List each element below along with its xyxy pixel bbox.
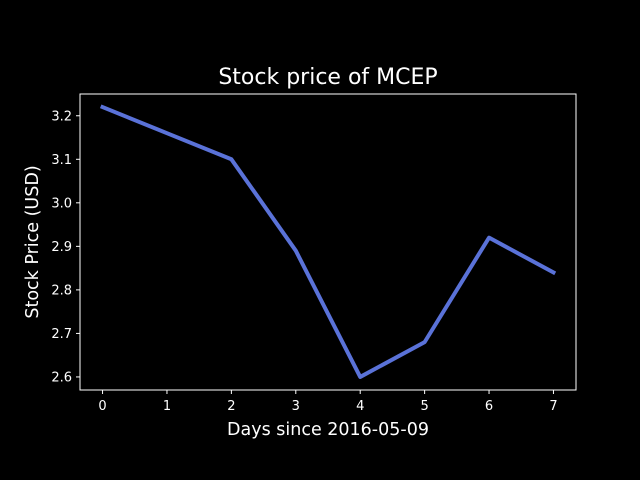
chart-title: Stock price of MCEP [218,65,437,90]
y-tick-label: 3.1 [51,153,72,168]
y-tick-label: 2.8 [51,283,72,298]
x-tick-label: 7 [549,399,557,414]
x-tick-label: 4 [356,399,364,414]
x-axis-label: Days since 2016-05-09 [227,420,429,440]
y-axis-label: Stock Price (USD) [23,165,43,318]
y-tick-label: 2.7 [51,327,72,342]
x-tick-label: 0 [98,399,106,414]
y-axis-ticks: 2.6 2.7 2.8 2.9 3.0 3.1 3.2 [51,109,80,385]
x-tick-label: 6 [485,399,493,414]
price-line [99,104,557,379]
x-tick-label: 2 [227,399,235,414]
series-group [99,104,557,379]
y-tick-label: 3.2 [51,109,72,124]
x-tick-label: 5 [420,399,428,414]
x-tick-label: 3 [292,399,300,414]
y-tick-label: 2.9 [51,240,72,255]
y-tick-label: 2.6 [51,370,72,385]
x-tick-label: 1 [163,399,171,414]
x-axis-ticks: 0 1 2 3 4 5 6 7 [98,390,558,414]
plot-area-frame [79,93,577,391]
y-tick-label: 3.0 [51,196,72,211]
